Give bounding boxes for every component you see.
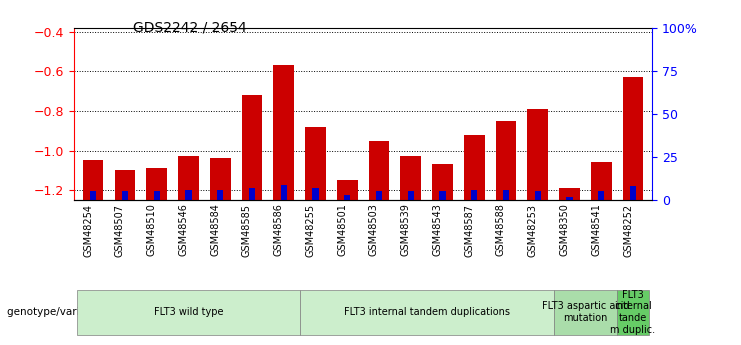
Bar [313,188,319,200]
Bar [598,191,605,200]
Text: GSM48587: GSM48587 [465,204,474,257]
Bar [503,190,509,200]
Bar [217,190,223,200]
Bar [408,191,413,200]
Text: GSM48539: GSM48539 [401,204,411,256]
Bar [496,121,516,200]
Text: GSM48510: GSM48510 [147,204,156,256]
Bar [559,188,579,200]
Text: GSM48252: GSM48252 [623,204,633,257]
Text: GSM48254: GSM48254 [83,204,93,257]
Bar [630,186,636,200]
Text: GSM48546: GSM48546 [179,204,188,256]
Bar [273,65,294,200]
Bar [376,191,382,200]
Bar [439,191,445,200]
Text: GSM48503: GSM48503 [369,204,379,256]
Text: FLT3 aspartic acid
mutation: FLT3 aspartic acid mutation [542,302,629,323]
Bar [146,168,167,200]
Bar [337,180,357,200]
Text: GSM48586: GSM48586 [273,204,284,256]
Bar [281,185,287,200]
Bar [432,165,453,200]
Bar [464,135,485,200]
Bar [566,197,573,200]
Text: GSM48501: GSM48501 [337,204,348,256]
Text: FLT3
internal
tande
m duplic.: FLT3 internal tande m duplic. [611,290,656,335]
Bar [90,191,96,200]
Bar [368,141,389,200]
Bar [591,162,611,200]
Bar [305,127,326,200]
Bar [242,95,262,200]
Text: GSM48507: GSM48507 [115,204,125,257]
Text: GDS2242 / 2654: GDS2242 / 2654 [133,21,247,35]
Text: genotype/variation ▶: genotype/variation ▶ [7,307,118,317]
Bar [185,190,191,200]
Text: GSM48584: GSM48584 [210,204,220,256]
Text: FLT3 wild type: FLT3 wild type [153,307,223,317]
Bar [122,191,128,200]
Text: FLT3 internal tandem duplications: FLT3 internal tandem duplications [344,307,510,317]
Bar [400,157,421,200]
Text: GSM48350: GSM48350 [559,204,570,256]
Text: GSM48588: GSM48588 [496,204,506,256]
Text: GSM48541: GSM48541 [591,204,601,256]
Bar [210,158,230,200]
Bar [153,191,160,200]
Text: GSM48253: GSM48253 [528,204,538,257]
Text: GSM48255: GSM48255 [305,204,316,257]
Bar [528,109,548,200]
Bar [344,195,350,200]
Text: GSM48543: GSM48543 [433,204,442,256]
Bar [115,170,135,200]
Bar [535,191,541,200]
Bar [178,157,199,200]
Text: GSM48585: GSM48585 [242,204,252,257]
Bar [249,188,255,200]
Bar [622,77,643,200]
Bar [471,190,477,200]
Bar [83,160,104,200]
